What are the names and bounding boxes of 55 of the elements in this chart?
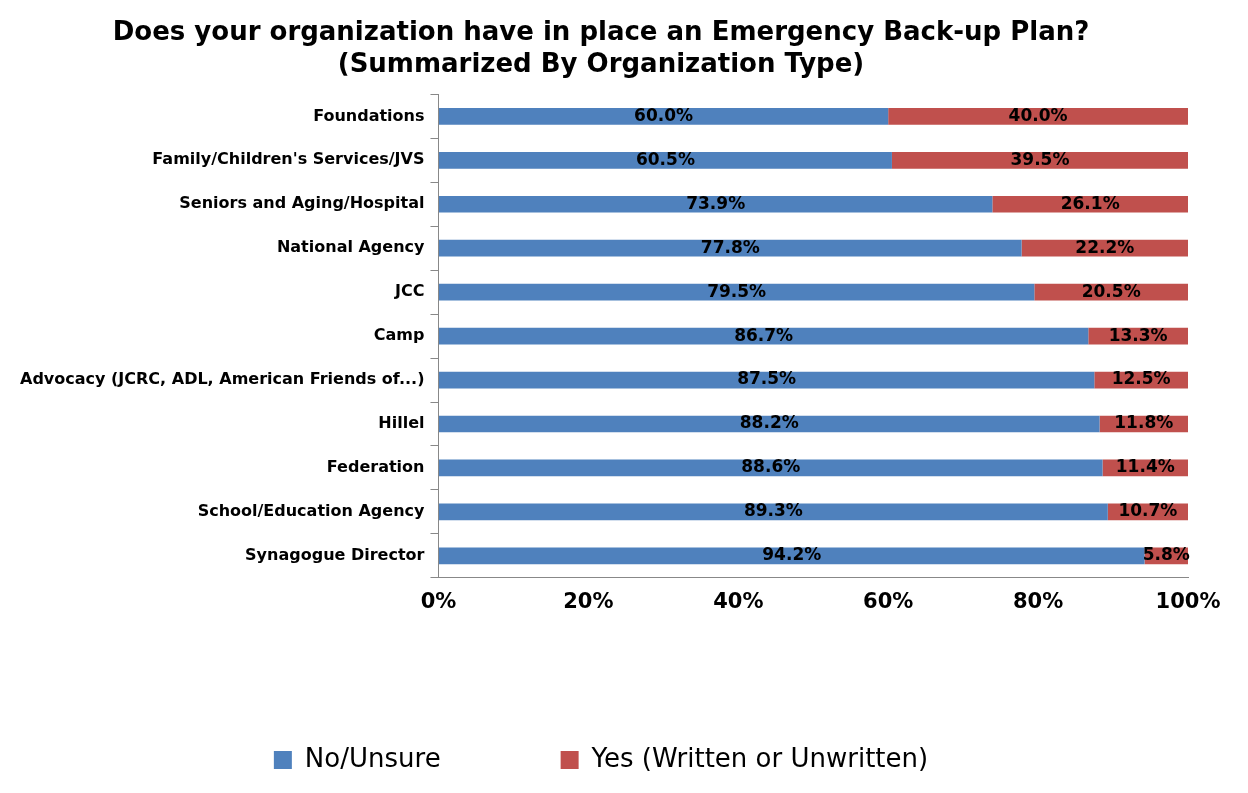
bar [438, 283, 1035, 301]
data-label: 73.9% [686, 192, 746, 213]
x-tick-label: 40% [713, 588, 764, 613]
bar [438, 151, 892, 169]
data-label: 89.3% [743, 500, 803, 521]
y-tick-label: National Agency [276, 237, 426, 257]
x-tick-label: 60% [863, 588, 914, 613]
y-tick-label: Camp [373, 325, 425, 345]
y-tick-label: JCC [394, 281, 425, 301]
data-label: 60.0% [634, 104, 694, 125]
x-tick-label: 20% [563, 588, 614, 613]
data-label: 86.7% [734, 324, 794, 345]
y-tick-label: Family/Children's Services/JVS [152, 149, 425, 169]
data-label: 20.5% [1081, 280, 1141, 301]
data-label: 94.2% [762, 544, 822, 565]
data-label: 77.8% [700, 236, 760, 257]
x-tick-label: 80% [1012, 588, 1064, 613]
data-label: 26.1% [1060, 192, 1120, 213]
text: Does your organization have in place an Emergency Back-up Plan? [112, 16, 1090, 47]
bar [438, 459, 1103, 477]
data-label: 10.7% [1118, 500, 1178, 521]
legend-label: Yes (Written or Unwritten) [590, 742, 929, 773]
y-tick-label: Federation [326, 457, 425, 477]
x-tick-label: 100% [1155, 588, 1221, 613]
y-tick-label: Foundations [313, 105, 425, 125]
y-tick-label: Synagogue Director [245, 544, 425, 564]
data-label: 11.4% [1115, 456, 1175, 477]
y-tick-label: Hillel [378, 413, 425, 433]
bar [438, 415, 1100, 433]
data-label: 88.6% [741, 456, 801, 477]
bar [438, 371, 1095, 389]
data-label: 87.5% [737, 368, 797, 389]
x-tick-label: 0% [420, 588, 457, 613]
text: (Summarized By Organization Type) [337, 47, 865, 78]
data-label: 12.5% [1111, 368, 1171, 389]
bar [438, 327, 1089, 345]
bar [438, 503, 1108, 521]
data-label: 60.5% [635, 148, 695, 169]
data-label: 79.5% [707, 280, 767, 301]
y-tick-label: School/Education Agency [197, 501, 426, 521]
bar [438, 547, 1145, 565]
y-tick-label: Seniors and Aging/Hospital [179, 193, 425, 213]
bar [438, 108, 889, 125]
data-label: 22.2% [1075, 236, 1135, 257]
data-label: 88.2% [739, 412, 799, 433]
bar [888, 108, 1188, 125]
data-label: 11.8% [1114, 412, 1174, 433]
y-tick-label: Advocacy (JCRC, ADL, American Friends of...) [20, 369, 425, 389]
bar [438, 239, 1022, 257]
bar [438, 195, 993, 213]
bar [891, 151, 1188, 169]
data-label: 40.0% [1008, 104, 1068, 125]
legend-label: No/Unsure [304, 742, 441, 773]
data-label: 39.5% [1010, 148, 1070, 169]
data-label: 13.3% [1108, 324, 1168, 345]
